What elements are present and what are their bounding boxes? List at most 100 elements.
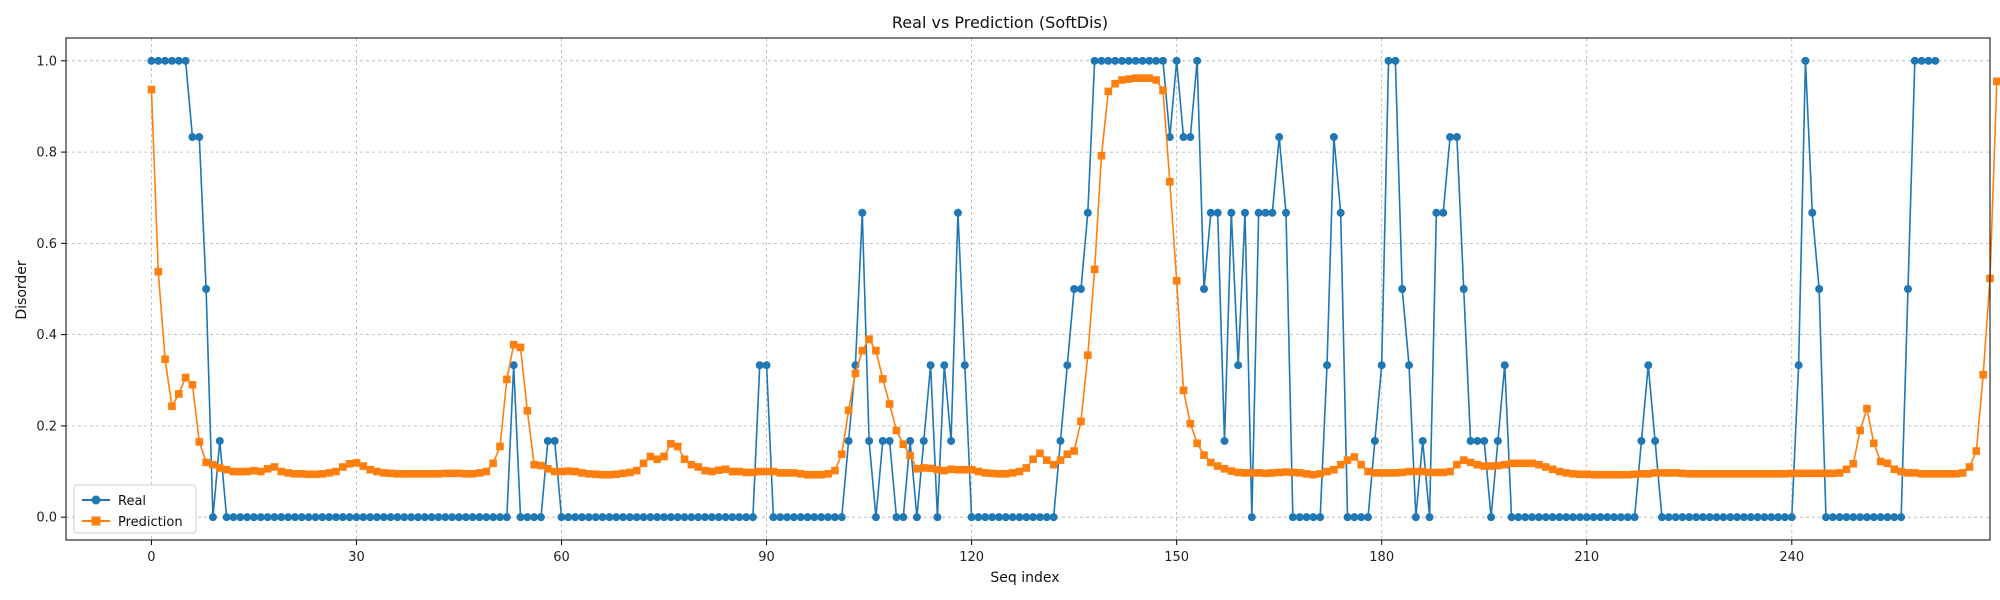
series-real-point <box>1104 56 1113 65</box>
series-real-point <box>1398 285 1407 293</box>
series-prediction-point <box>277 467 286 476</box>
series-real-point <box>1637 436 1646 445</box>
series-prediction-point <box>796 470 805 478</box>
series-real-point <box>844 436 853 445</box>
series-real-point <box>1514 513 1523 522</box>
series-prediction-point <box>1965 463 1974 471</box>
x-tick-label: 180 <box>1369 550 1394 565</box>
y-tick-label: 0.8 <box>36 146 57 161</box>
series-real-point <box>625 513 634 522</box>
series-prediction-point <box>919 464 928 472</box>
series-prediction-point <box>1876 457 1885 466</box>
series-prediction-point <box>530 460 538 469</box>
series-real-point <box>1158 56 1167 65</box>
series-real-point <box>1261 208 1270 217</box>
series-prediction-point <box>837 450 846 458</box>
series-prediction-point <box>1637 470 1646 478</box>
series-prediction-point <box>899 440 908 448</box>
series-prediction-point <box>612 470 620 479</box>
series-prediction-point <box>1712 470 1721 478</box>
series-prediction-point <box>1159 86 1167 95</box>
series-prediction-point <box>1418 467 1427 476</box>
series-prediction-point <box>1384 469 1393 477</box>
x-tick-label: 210 <box>1574 550 1599 565</box>
series-prediction-point <box>1870 439 1878 448</box>
series-prediction-point <box>1111 79 1119 88</box>
series-prediction-point <box>386 469 395 478</box>
series-prediction-point <box>878 375 887 383</box>
series-real-point <box>878 436 887 445</box>
series-real-point <box>1131 56 1140 65</box>
series-prediction-point <box>270 463 279 471</box>
series-real-point <box>701 513 710 522</box>
series-prediction-point <box>1152 76 1160 84</box>
series-real-point <box>1049 513 1058 522</box>
series-real-point <box>947 436 956 445</box>
series-prediction-point <box>250 466 258 475</box>
series-prediction-point <box>1617 470 1625 479</box>
series-prediction-point <box>1815 469 1823 478</box>
series-real-point <box>359 513 368 522</box>
series-real-point <box>1439 208 1448 217</box>
series-real-point <box>1316 513 1325 522</box>
series-prediction-point <box>735 467 744 476</box>
series-real-point <box>967 513 976 522</box>
series-prediction-point <box>1056 456 1065 464</box>
series-prediction-point <box>933 465 942 474</box>
series-real-point <box>1015 513 1024 522</box>
series-prediction-point <box>1664 469 1673 477</box>
series-real-point <box>1343 513 1352 522</box>
series-prediction-point <box>482 467 491 476</box>
series-real-point <box>1808 208 1817 217</box>
series-prediction-point <box>940 466 949 475</box>
series-prediction-point <box>803 470 812 479</box>
chart-title: Real vs Prediction (SoftDis) <box>892 13 1108 32</box>
series-real-point <box>1548 513 1557 522</box>
series-real-point <box>461 513 470 522</box>
series-prediction-point <box>1213 462 1222 470</box>
series-real-point <box>338 513 347 522</box>
series-real-point <box>195 133 204 142</box>
series-prediction-point <box>380 469 388 477</box>
series-prediction-point <box>1179 386 1188 395</box>
series-real-point <box>420 513 429 522</box>
series-prediction-point <box>489 459 497 468</box>
series-prediction-point <box>1268 469 1277 477</box>
series-prediction-point <box>1576 470 1584 479</box>
series-real-point <box>1753 513 1762 522</box>
series-prediction-point <box>1801 469 1810 478</box>
series-real-point <box>1739 513 1748 522</box>
series-prediction-point <box>646 452 655 461</box>
series-prediction-point <box>1849 459 1858 468</box>
series-real-point <box>1070 285 1079 293</box>
x-tick-label: 150 <box>1164 550 1189 565</box>
series-prediction-point <box>263 465 272 473</box>
series-real-point <box>1384 56 1393 65</box>
series-real-point <box>926 361 935 370</box>
series-real-point <box>960 361 969 370</box>
series-real-point <box>1405 361 1414 370</box>
series-real-point <box>1452 133 1461 142</box>
series-prediction-point <box>544 465 552 473</box>
series-real-point <box>789 513 798 522</box>
series-real-point <box>1528 513 1537 522</box>
series-prediction-point <box>1541 463 1550 471</box>
series-prediction-point <box>1842 465 1851 474</box>
series-prediction-point <box>304 470 313 479</box>
series-real-point <box>666 513 675 522</box>
series-prediction-point <box>462 470 470 478</box>
series-prediction-point <box>1043 456 1051 464</box>
series-real-point <box>516 513 525 522</box>
series-prediction-point <box>509 340 518 349</box>
series-real-point <box>632 513 641 522</box>
series-real-point <box>598 513 607 522</box>
series-prediction-point <box>680 455 689 464</box>
series-real-point <box>455 513 463 522</box>
y-tick-label: 0.0 <box>36 511 57 526</box>
series-prediction-point <box>209 460 217 469</box>
series-prediction-point <box>1186 419 1195 428</box>
series-real-point <box>1254 208 1263 217</box>
series-prediction-point <box>1459 456 1468 464</box>
series-prediction-point <box>687 460 696 469</box>
